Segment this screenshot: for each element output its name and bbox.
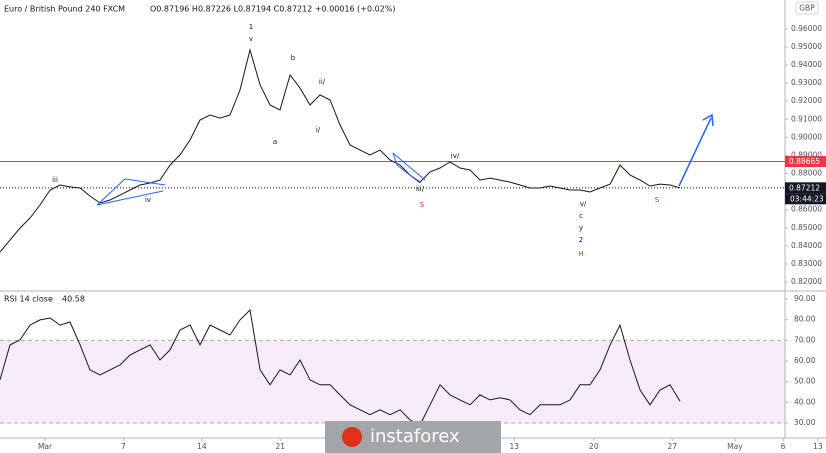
rsi-band (0, 340, 785, 424)
triangle-line (392, 152, 398, 166)
wave-label: c (579, 212, 583, 220)
watermark-icon (342, 427, 362, 447)
pattern-lines (96, 113, 714, 206)
triangle-line (392, 152, 426, 181)
ohlc-header: O0.87196 H0.87226 L0.87194 C0.87212 +0.0… (150, 5, 396, 14)
rsi-last: 40.58 (62, 295, 85, 304)
y2-tick-label: 90.00 (794, 294, 816, 303)
currency-box (795, 1, 819, 15)
wave-label: iv (145, 196, 151, 204)
x-tick-label: Mar (38, 442, 53, 451)
y2-tick-label: 70.00 (794, 335, 816, 344)
wave-label: iv/ (451, 152, 460, 160)
triangle-line (96, 178, 126, 206)
y2-tick-label: 60.00 (794, 356, 816, 365)
x-tick-label: 27 (667, 442, 677, 451)
y-tick-label: 0.92000 (791, 96, 822, 105)
x-tick-label: 21 (275, 442, 285, 451)
wave-label: 1 (249, 23, 253, 31)
rsi-title: RSI 14 close (4, 295, 53, 304)
wave-label: b (291, 54, 296, 62)
y-tick-label: 0.96000 (791, 24, 822, 33)
y2-tick-label: 80.00 (794, 315, 816, 324)
wave-labels: iii iv 1 v b ii/ a i/ iii/ iv/ S v/ c y … (52, 23, 660, 258)
price-line (0, 47, 681, 253)
countdown: 03:44:23 (790, 194, 824, 203)
y-tick-label: 0.93000 (791, 78, 822, 87)
x-tick-label: 14 (197, 442, 207, 451)
y-tick-label: 0.82000 (791, 277, 822, 286)
x-tick-label: 7 (121, 442, 126, 451)
x-tick-label: 13 (510, 442, 520, 451)
y-tick-label: 0.88000 (791, 169, 822, 178)
y-tick-label: 0.86000 (791, 205, 822, 214)
arrow-head (702, 113, 714, 127)
wave-label: S (420, 201, 425, 209)
price-level-tag (785, 156, 826, 168)
currency: GBP (799, 4, 815, 13)
rsi-line (0, 308, 681, 426)
wave-label: i/ (316, 126, 321, 134)
x-tick-label: 13 (813, 442, 823, 451)
x-tick-label: May (727, 442, 743, 451)
y-tick-label: 0.94000 (791, 60, 822, 69)
wave-label: a (273, 138, 277, 146)
forecast-arrow (678, 117, 712, 187)
wave-label: 2 (579, 236, 583, 244)
triangle-line (124, 178, 166, 186)
y-tick-label: 0.91000 (791, 114, 822, 123)
y-tick-label: 0.95000 (791, 42, 822, 51)
wave-label: y (579, 224, 583, 232)
wave-label: v/ (580, 200, 587, 208)
countdown-tag (785, 193, 826, 205)
watermark: instaforex (370, 426, 460, 447)
y-tick-label: 0.83000 (791, 259, 822, 268)
wave-label: S (655, 196, 660, 204)
y2-tick-label: 30.00 (794, 418, 816, 427)
x-tick-label: 20 (589, 442, 599, 451)
y-tick-label: 0.85000 (791, 223, 822, 232)
y2-tick-label: 40.00 (794, 397, 816, 406)
y-tick-label: 0.89000 (791, 150, 822, 159)
y-tick-label: 0.90000 (791, 132, 822, 141)
wave-label: ii/ (319, 78, 326, 86)
wave-label: iii/ (416, 185, 425, 193)
triangle-line (96, 190, 164, 206)
y2-tick-label: 50.00 (794, 377, 816, 386)
price-level-label: 0.87212 (789, 183, 820, 192)
y-tick-label: 0.84000 (791, 241, 822, 250)
triangle-line (396, 164, 421, 184)
chart-title: Euro / British Pound 240 FXCM (4, 5, 125, 14)
wave-label: H (578, 250, 583, 258)
x-tick-label: 6 (781, 442, 786, 451)
wave-label: v (249, 35, 253, 43)
wave-label: iii (52, 176, 58, 184)
price-level-tag (785, 182, 826, 194)
price-level-label: 0.88665 (789, 157, 820, 166)
